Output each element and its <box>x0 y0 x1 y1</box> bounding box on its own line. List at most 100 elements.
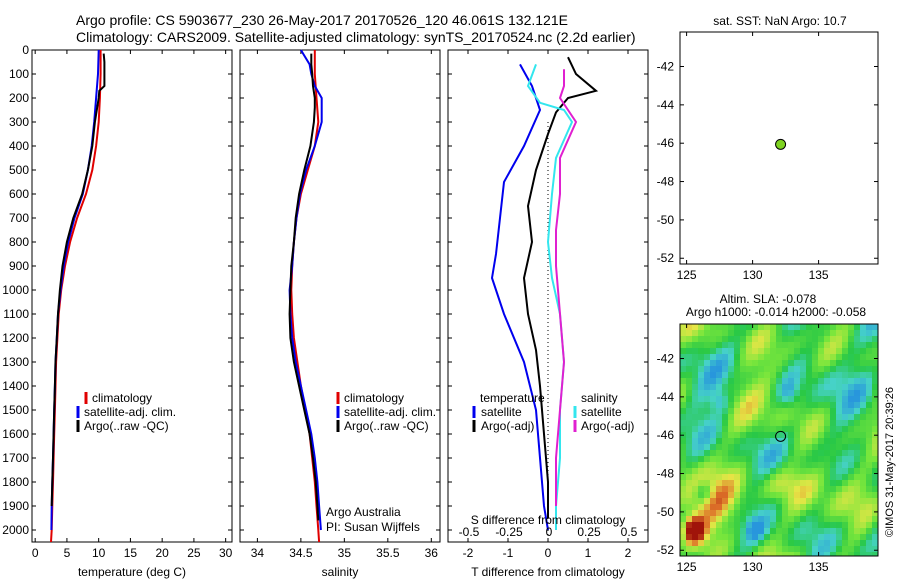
sla-cell <box>764 336 770 342</box>
sla-cell <box>752 528 758 534</box>
sla-cell <box>866 534 872 540</box>
x-tick-label: 30 <box>219 546 233 560</box>
sla-cell <box>788 540 794 546</box>
sla-cell <box>758 516 764 522</box>
sla-cell <box>854 402 860 408</box>
sla-cell <box>776 420 782 426</box>
sla-cell <box>698 408 704 414</box>
sla-cell <box>788 522 794 528</box>
sla-cell <box>686 366 692 372</box>
sla-cell <box>740 366 746 372</box>
sla-cell <box>776 534 782 540</box>
sla-cell <box>686 462 692 468</box>
sla-cell <box>734 462 740 468</box>
y-tick-label: 2000 <box>2 523 29 537</box>
sla-cell <box>776 348 782 354</box>
sla-cell <box>860 396 866 402</box>
sla-cell <box>872 366 878 372</box>
sla-cell <box>836 504 842 510</box>
sla-cell <box>710 468 716 474</box>
sla-cell <box>872 408 878 414</box>
sla-cell <box>704 390 710 396</box>
sla-cell <box>746 486 752 492</box>
sla-cell <box>818 330 824 336</box>
sla-cell <box>740 390 746 396</box>
sla-cell <box>698 426 704 432</box>
sla-cell <box>818 438 824 444</box>
sla-cell <box>716 396 722 402</box>
sla-cell <box>872 378 878 384</box>
sla-cell <box>866 510 872 516</box>
sla-cell <box>698 552 704 556</box>
sla-cell <box>824 540 830 546</box>
sla-cell <box>752 492 758 498</box>
sla-cell <box>704 426 710 432</box>
sla-cell <box>776 498 782 504</box>
sla-subtitle: Argo h1000: -0.014 h2000: -0.058 <box>686 305 866 319</box>
sla-cell <box>872 438 878 444</box>
sla-cell <box>848 378 854 384</box>
x-tick-label: 35.5 <box>376 546 400 560</box>
sla-cell <box>848 324 854 330</box>
sla-cell <box>776 492 782 498</box>
sla-cell <box>782 474 788 480</box>
sla-cell <box>734 354 740 360</box>
sla-cell <box>800 462 806 468</box>
sla-cell <box>824 462 830 468</box>
sla-cell <box>836 360 842 366</box>
sla-cell <box>704 378 710 384</box>
sla-cell <box>842 522 848 528</box>
sla-cell <box>776 510 782 516</box>
sla-cell <box>860 546 866 552</box>
sla-cell <box>680 516 686 522</box>
sla-cell <box>716 486 722 492</box>
sla-cell <box>854 330 860 336</box>
sla-cell <box>686 402 692 408</box>
sla-cell <box>806 342 812 348</box>
sla-cell <box>842 534 848 540</box>
sla-cell <box>728 414 734 420</box>
sla-cell <box>788 492 794 498</box>
sla-cell <box>698 468 704 474</box>
sla-cell <box>800 402 806 408</box>
sla-cell <box>824 528 830 534</box>
sla-cell <box>758 372 764 378</box>
legend-climatology: climatology <box>92 391 152 405</box>
y-tick-label: 1400 <box>2 379 29 393</box>
sla-cell <box>686 546 692 552</box>
sla-cell <box>740 414 746 420</box>
sla-cell <box>842 426 848 432</box>
sla-cell <box>824 516 830 522</box>
sla-cell <box>788 474 794 480</box>
sla-cell <box>842 480 848 486</box>
sla-cell <box>782 378 788 384</box>
sla-cell <box>776 444 782 450</box>
sla-cell <box>806 390 812 396</box>
sla-cell <box>692 402 698 408</box>
sla-cell <box>764 414 770 420</box>
sla-cell <box>764 342 770 348</box>
sla-cell <box>800 408 806 414</box>
sla-cell <box>806 396 812 402</box>
sla-cell <box>734 456 740 462</box>
series-salinity-satellite <box>526 64 574 530</box>
sla-cell <box>734 390 740 396</box>
sla-cell <box>764 372 770 378</box>
sla-cell <box>752 462 758 468</box>
sla-cell <box>722 534 728 540</box>
sla-cell <box>842 552 848 556</box>
sla-cell <box>680 426 686 432</box>
sla-cell <box>716 492 722 498</box>
sla-cell <box>746 348 752 354</box>
sla-cell <box>746 462 752 468</box>
sla-cell <box>734 330 740 336</box>
sla-cell <box>854 324 860 330</box>
sla-cell <box>734 492 740 498</box>
y-tick-label: 700 <box>9 211 29 225</box>
sla-cell <box>824 342 830 348</box>
sla-cell <box>794 354 800 360</box>
sla-cell <box>836 438 842 444</box>
sla-cell <box>788 528 794 534</box>
sla-cell <box>818 486 824 492</box>
temperature-legend: climatology satellite-adj. clim. Argo(..… <box>76 391 176 433</box>
